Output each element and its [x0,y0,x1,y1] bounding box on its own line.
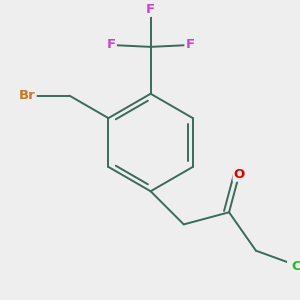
Text: Br: Br [19,89,36,102]
Text: F: F [185,38,195,52]
Text: F: F [146,3,155,16]
Text: F: F [107,38,116,52]
Text: Cl: Cl [291,260,300,273]
Text: O: O [234,168,245,181]
